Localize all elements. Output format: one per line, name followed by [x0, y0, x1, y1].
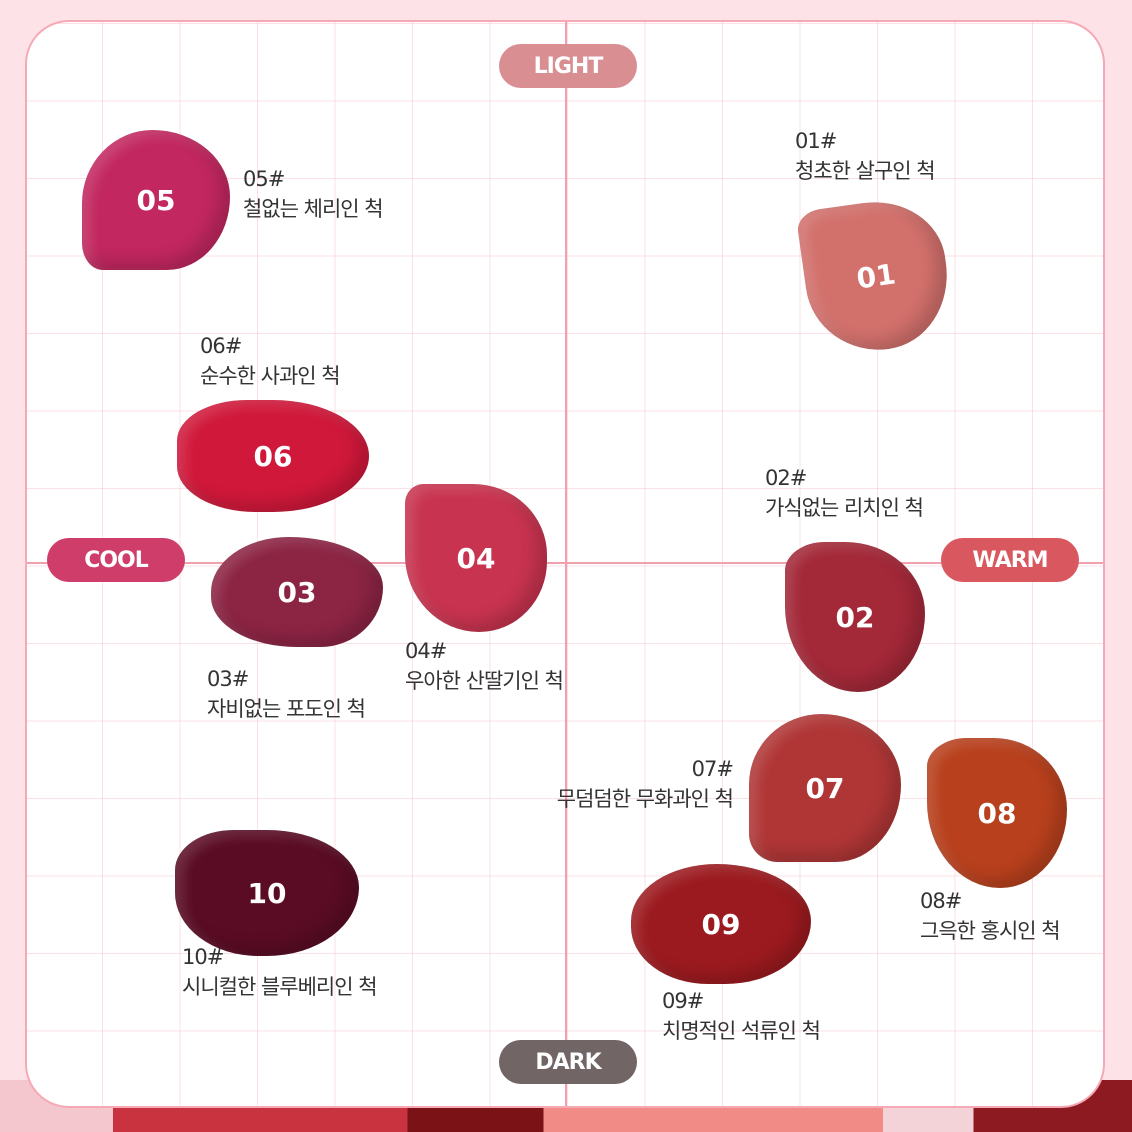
color-map-card: LIGHT DARK COOL WARM 01 02 03 04 05 06 0… — [25, 20, 1105, 1108]
swatch-number: 04 — [456, 541, 496, 575]
swatch-06: 06 — [177, 400, 369, 512]
swatch-08: 08 — [927, 738, 1067, 888]
shade-name: 시니컬한 블루베리인 척 — [182, 975, 378, 999]
shade-label-10: 10# 시니컬한 블루베리인 척 — [182, 942, 378, 1002]
shade-name: 청초한 살구인 척 — [795, 159, 936, 183]
swatch-number: 02 — [835, 600, 875, 634]
swatch-number: 09 — [701, 907, 741, 941]
swatch-05: 05 — [82, 130, 230, 270]
shade-name: 철없는 체리인 척 — [243, 197, 384, 221]
shade-label-02: 02# 가식없는 리치인 척 — [765, 463, 924, 523]
shade-label-06: 06# 순수한 사과인 척 — [200, 331, 341, 391]
swatch-number: 05 — [136, 183, 176, 217]
shade-label-03: 03# 자비없는 포도인 척 — [207, 664, 366, 724]
shade-name: 우아한 산딸기인 척 — [405, 669, 564, 693]
swatch-01: 01 — [795, 192, 957, 360]
shade-code: 08# — [920, 889, 962, 913]
shade-label-05: 05# 철없는 체리인 척 — [243, 164, 384, 224]
swatch-02: 02 — [785, 542, 925, 692]
shade-name: 치명적인 석류인 척 — [662, 1019, 821, 1043]
shade-name: 그윽한 홍시인 척 — [920, 919, 1061, 943]
shade-label-01: 01# 청초한 살구인 척 — [795, 126, 936, 186]
swatch-number: 03 — [277, 575, 317, 609]
horizontal-axis — [27, 562, 1103, 564]
swatch-number: 10 — [247, 876, 287, 910]
axis-label-cool: COOL — [47, 538, 185, 582]
swatch-09: 09 — [631, 864, 811, 984]
swatch-number: 01 — [854, 256, 898, 296]
swatch-number: 08 — [977, 796, 1017, 830]
shade-code: 01# — [795, 129, 837, 153]
shade-code: 02# — [765, 466, 807, 490]
shade-code: 10# — [182, 945, 224, 969]
axis-label-dark: DARK — [499, 1040, 637, 1084]
swatch-number: 06 — [253, 439, 293, 473]
swatch-10: 10 — [175, 830, 359, 956]
shade-label-04: 04# 우아한 산딸기인 척 — [405, 636, 564, 696]
shade-name: 가식없는 리치인 척 — [765, 496, 924, 520]
swatch-07: 07 — [749, 714, 901, 862]
swatch-04: 04 — [405, 484, 547, 632]
shade-code: 03# — [207, 667, 249, 691]
shade-label-08: 08# 그윽한 홍시인 척 — [920, 886, 1061, 946]
shade-label-07: 07# 무덤덤한 무화과인 척 — [556, 754, 734, 814]
shade-code: 04# — [405, 639, 447, 663]
swatch-03: 03 — [211, 537, 383, 647]
shade-name: 순수한 사과인 척 — [200, 364, 341, 388]
shade-code: 06# — [200, 334, 242, 358]
axis-label-warm: WARM — [941, 538, 1079, 582]
shade-code: 07# — [691, 757, 734, 781]
axis-label-light: LIGHT — [499, 44, 637, 88]
vertical-axis — [565, 22, 567, 1106]
swatch-number: 07 — [805, 771, 845, 805]
shade-name: 자비없는 포도인 척 — [207, 697, 366, 721]
shade-name: 무덤덤한 무화과인 척 — [556, 787, 734, 811]
shade-code: 05# — [243, 167, 285, 191]
shade-code: 09# — [662, 989, 704, 1013]
shade-label-09: 09# 치명적인 석류인 척 — [662, 986, 821, 1046]
